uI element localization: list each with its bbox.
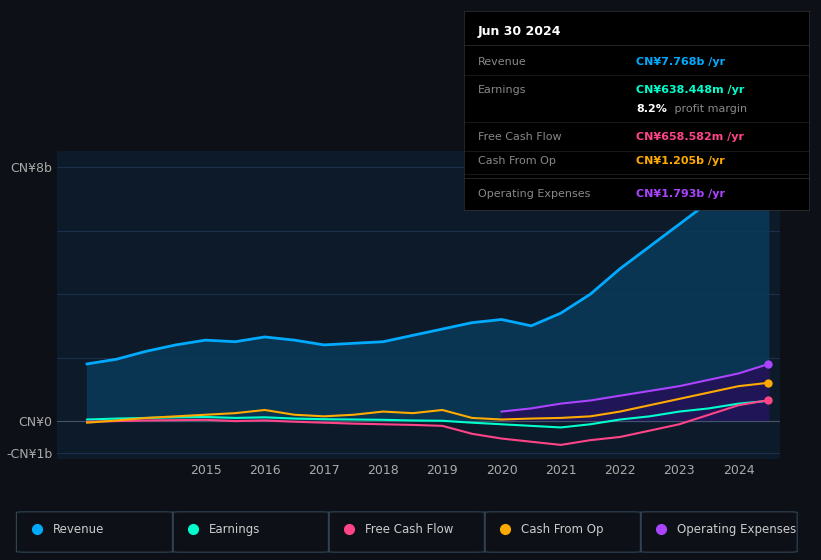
Text: CN¥7.768b /yr: CN¥7.768b /yr bbox=[636, 57, 726, 67]
Text: CN¥658.582m /yr: CN¥658.582m /yr bbox=[636, 132, 745, 142]
Text: Operating Expenses: Operating Expenses bbox=[478, 189, 590, 199]
Text: Cash From Op: Cash From Op bbox=[521, 522, 603, 536]
Text: Cash From Op: Cash From Op bbox=[478, 156, 556, 166]
Text: Earnings: Earnings bbox=[478, 85, 526, 95]
Text: 8.2%: 8.2% bbox=[636, 104, 667, 114]
Text: Free Cash Flow: Free Cash Flow bbox=[478, 132, 562, 142]
Text: Free Cash Flow: Free Cash Flow bbox=[365, 522, 454, 536]
Text: Jun 30 2024: Jun 30 2024 bbox=[478, 25, 562, 38]
Text: Revenue: Revenue bbox=[53, 522, 105, 536]
Text: CN¥1.793b /yr: CN¥1.793b /yr bbox=[636, 189, 725, 199]
Text: Operating Expenses: Operating Expenses bbox=[677, 522, 796, 536]
Text: profit margin: profit margin bbox=[671, 104, 747, 114]
Text: Revenue: Revenue bbox=[478, 57, 526, 67]
Text: CN¥638.448m /yr: CN¥638.448m /yr bbox=[636, 85, 745, 95]
Text: Earnings: Earnings bbox=[209, 522, 261, 536]
Text: CN¥1.205b /yr: CN¥1.205b /yr bbox=[636, 156, 725, 166]
